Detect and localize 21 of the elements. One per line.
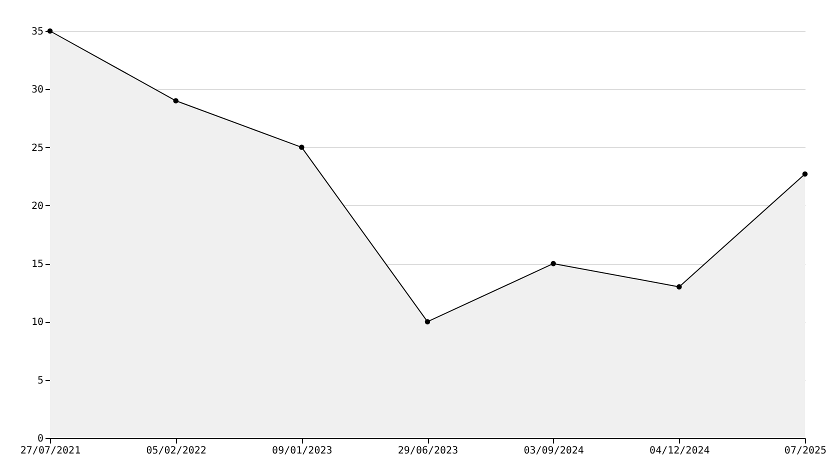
x-tick-label: 03/09/2024 — [524, 446, 584, 456]
y-tick-label: 0 — [37, 434, 44, 444]
y-tick-label: 20 — [31, 200, 44, 212]
point — [676, 284, 682, 290]
x-tick-label: 04/12/2024 — [650, 446, 710, 456]
point — [424, 319, 430, 324]
point — [802, 171, 808, 177]
x-tick-label: 07/2025 — [784, 446, 827, 456]
y-tick-label: 15 — [31, 259, 44, 270]
x-tick-label: 27/07/2021 — [20, 446, 81, 456]
y-tick-label: 10 — [31, 317, 44, 328]
point — [299, 144, 304, 150]
y-tick-label: 5 — [37, 375, 44, 386]
point — [550, 260, 556, 266]
x-tick-label: 29/06/2023 — [398, 446, 458, 456]
point — [173, 98, 178, 104]
x-tick-label: 05/02/2022 — [146, 446, 206, 456]
y-tick-label: 35 — [31, 26, 44, 38]
y-tick-label: 30 — [31, 84, 44, 96]
x-tick-label: 09/01/2023 — [272, 446, 332, 456]
y-tick-label: 25 — [31, 142, 44, 154]
